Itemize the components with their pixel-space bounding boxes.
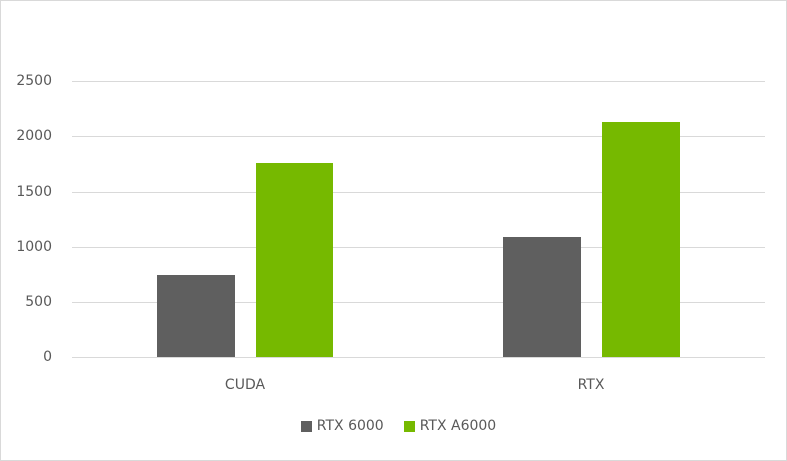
gridline (72, 136, 765, 137)
legend-item-rtx6000: RTX 6000 (300, 418, 384, 434)
legend-label: RTX 6000 (316, 418, 384, 434)
bar-rtx6000-rtx (503, 236, 581, 357)
y-tick-label: 1500 (16, 184, 52, 200)
bar-rtxa6000-cuda (256, 163, 333, 357)
legend-swatch-icon (300, 420, 312, 432)
gridline (72, 192, 765, 193)
y-tick-label: 500 (25, 294, 52, 310)
x-category-label: RTX (577, 377, 605, 393)
y-tick-label: 0 (43, 349, 52, 365)
bar-rtx6000-cuda (157, 274, 235, 357)
legend-label: RTX A6000 (419, 418, 497, 434)
legend-item-rtxa6000: RTX A6000 (403, 418, 497, 434)
x-axis-line (72, 357, 765, 358)
legend-swatch-icon (403, 420, 415, 432)
gridline (72, 81, 765, 82)
gridline (72, 302, 765, 303)
bar-rtxa6000-rtx (602, 122, 680, 357)
y-tick-label: 2500 (16, 73, 52, 89)
y-tick-label: 2000 (16, 128, 52, 144)
y-tick-label: 1000 (16, 239, 52, 255)
x-category-label: CUDA (224, 377, 266, 393)
gridline (72, 247, 765, 248)
legend: RTX 6000 RTX A6000 (0, 418, 787, 434)
